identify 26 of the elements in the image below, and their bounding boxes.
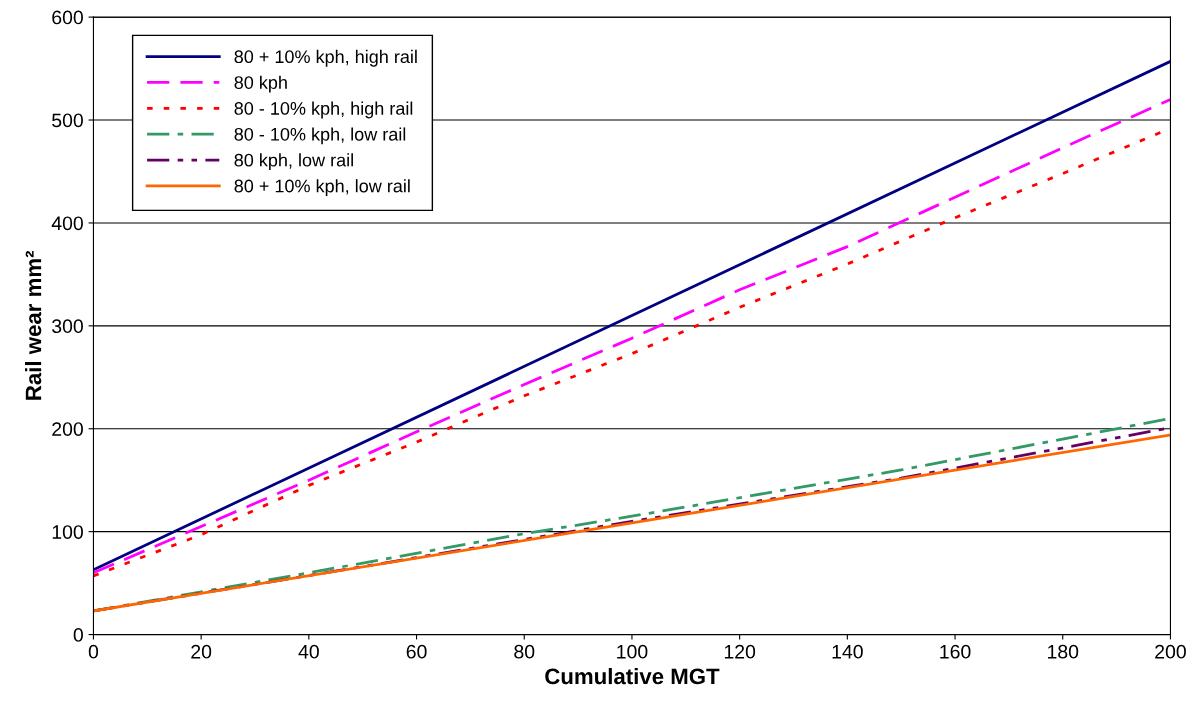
x-tick-label: 0 xyxy=(88,644,99,659)
legend-label: 80 + 10% kph, high rail xyxy=(234,49,417,67)
legend-label: 80 - 10% kph, low rail xyxy=(234,127,406,145)
x-tick-label: 120 xyxy=(724,644,756,659)
legend-label: 80 kph, low rail xyxy=(234,153,353,171)
y-axis-title: Rail wear mm² xyxy=(25,250,42,400)
legend-label: 80 - 10% kph, high rail xyxy=(234,101,413,119)
y-tick-label: 0 xyxy=(73,628,83,642)
x-tick-label: 60 xyxy=(406,644,427,659)
x-tick-label: 20 xyxy=(191,644,212,659)
y-tick-label: 200 xyxy=(52,422,83,436)
legend-label: 80 + 10% kph, low rail xyxy=(234,179,410,196)
x-tick-label: 140 xyxy=(832,644,863,659)
legend-label: 80 kph xyxy=(234,75,287,93)
y-tick-label: 600 xyxy=(52,10,83,25)
y-tick-label: 100 xyxy=(52,525,83,539)
x-tick-label: 180 xyxy=(1048,644,1079,659)
x-tick-label: 40 xyxy=(298,644,319,659)
x-tick-label: 100 xyxy=(617,644,648,659)
x-axis-title: Cumulative MGT xyxy=(545,667,720,685)
y-tick-label: 300 xyxy=(52,319,83,334)
x-tick-label: 200 xyxy=(1155,644,1186,659)
y-tick-label: 400 xyxy=(51,216,83,231)
y-tick-label: 500 xyxy=(52,113,83,128)
x-tick-label: 160 xyxy=(940,644,971,659)
x-tick-label: 80 xyxy=(514,644,535,659)
